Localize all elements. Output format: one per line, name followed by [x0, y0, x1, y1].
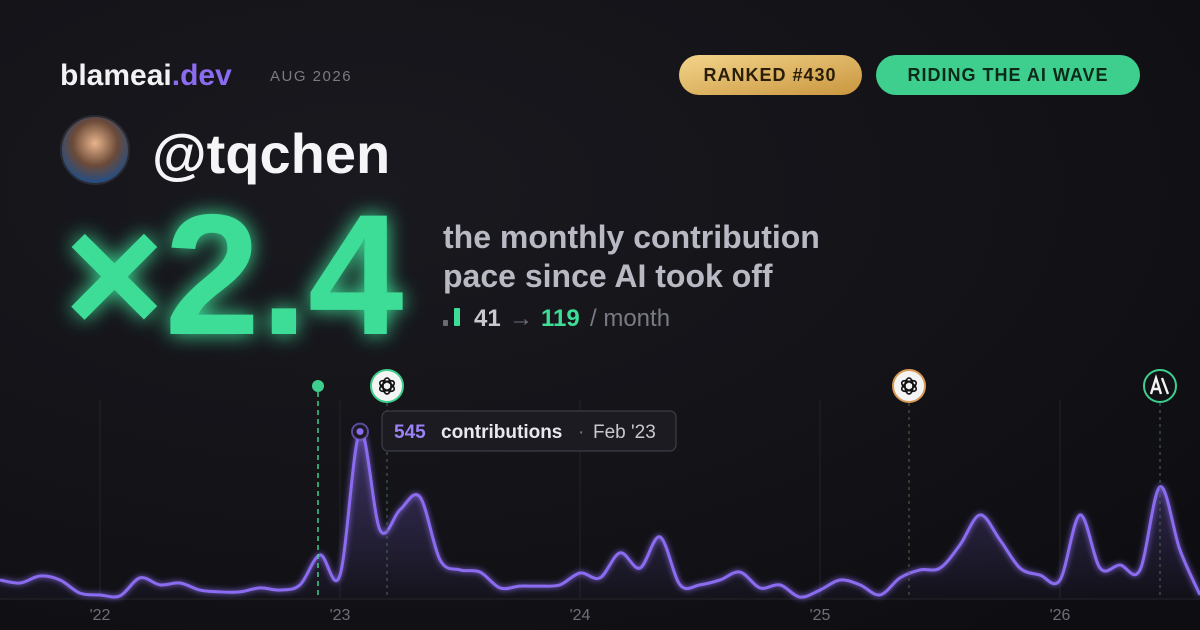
event-icon: [370, 369, 404, 403]
x-tick-label: '26: [1050, 607, 1071, 624]
tooltip-separator: ·: [578, 422, 584, 443]
multiplier: ×2.4: [64, 179, 404, 371]
event-dot: [312, 380, 324, 392]
caption-line: the monthly contribution: [443, 219, 820, 255]
avatar: [60, 115, 130, 185]
event-icon: [892, 369, 926, 403]
pace-before: 41: [474, 305, 501, 332]
pace: 41 → 119 / month: [474, 305, 670, 332]
brand: blameai.dev: [60, 59, 232, 92]
status-badge: [876, 55, 1140, 95]
x-tick-label: '22: [90, 607, 111, 624]
anthropic-logo: [1149, 373, 1170, 395]
status-badge-text: RIDING THE AI WAVE: [907, 65, 1108, 85]
pace-icon: [443, 320, 448, 326]
chart: '22 '23 '24 '25 '26: [0, 400, 1200, 624]
openai-logo: [378, 377, 396, 395]
x-tick-label: '25: [810, 607, 831, 624]
pace-arrow: →: [509, 305, 533, 332]
rank-badge-text: RANKED #430: [703, 65, 836, 85]
area: [0, 431, 1200, 598]
brand-name: blameai: [60, 59, 172, 92]
tooltip-date: Feb '23: [593, 422, 656, 443]
pace-after: 119: [541, 305, 580, 332]
tooltip: 545 contributions · Feb '23: [381, 410, 677, 452]
x-tick-label: '24: [570, 607, 591, 624]
tooltip-value: 545: [394, 422, 426, 443]
tooltip-label: contributions: [441, 422, 562, 443]
period: AUG 2026: [270, 68, 352, 85]
brand-suffix: .dev: [172, 59, 232, 92]
handle: @tqchen: [152, 122, 390, 185]
tooltip-box: [381, 410, 677, 452]
highlight-point: [356, 428, 364, 436]
rank-badge: [679, 55, 862, 95]
openai-logo: [900, 377, 918, 395]
x-tick-label: '23: [330, 607, 351, 624]
event-icon: [1143, 369, 1177, 403]
tooltip-text: 545 contributions · Feb '23: [394, 422, 656, 443]
event-markers: [312, 369, 1177, 598]
line: [0, 430, 1200, 599]
pace-icon: [454, 308, 460, 326]
caption-line: pace since AI took off: [443, 258, 773, 294]
pace-unit: / month: [590, 305, 670, 332]
